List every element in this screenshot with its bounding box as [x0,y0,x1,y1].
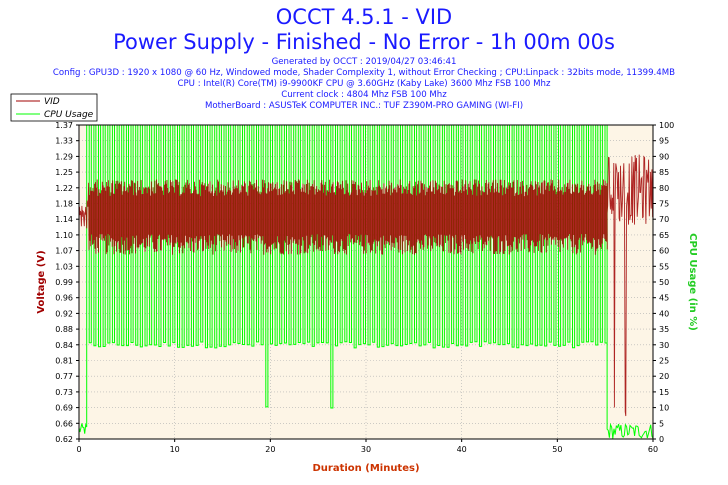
y-tick-label: 0.73 [55,388,73,397]
y-tick-label: 1.29 [55,152,73,161]
y-tick-label: 1.33 [55,137,73,146]
cpu-info: CPU : Intel(R) Core(TM) i9-9900KF CPU @ … [177,79,551,89]
series-vid [78,154,654,417]
y-tick-label: 0.66 [55,419,73,428]
y-tick-label: 0.84 [55,341,73,350]
chart-title: OCCT 4.5.1 - VID [275,5,453,29]
y-tick-label: 1.14 [55,215,73,224]
clock-info: Current clock : 4804 Mhz FSB 100 Mhz [281,90,447,100]
generated-info: Generated by OCCT : 2019/04/27 03:46:41 [271,57,457,67]
y2-tick-label: 50 [659,278,669,287]
y2-tick-label: 20 [659,372,669,381]
y2-tick-label: 15 [659,388,669,397]
y2-tick-label: 70 [659,215,669,224]
y2-tick-label: 65 [659,231,669,240]
y-tick-label: 1.18 [55,200,73,209]
y-tick-label: 0.77 [55,372,73,381]
y2-tick-label: 100 [659,121,674,130]
legend: VID CPU Usage [10,93,98,122]
y2-tick-label: 40 [659,309,669,318]
y-tick-label: 1.22 [55,184,73,193]
x-tick-label: 10 [170,445,180,454]
x-tick-label: 50 [552,445,562,454]
y-axis-right: 0 5 10 15 20 25 30 35 40 45 50 55 60 65 70 75 80 85 90 95 10… [653,121,674,444]
x-tick-label: 30 [361,445,371,454]
y2-axis-label: CPU Usage (in %) [687,233,698,331]
y2-tick-label: 60 [659,247,669,256]
x-tick-label: 20 [265,445,275,454]
y-tick-label: 0.88 [55,325,73,334]
y-tick-label: 0.69 [55,404,73,413]
y-axis-label: Voltage (V) [36,250,47,313]
y-axis-left: 0.62 0.66 0.69 0.73 0.77 0.81 0.84 0.88 0.92 0.96… [55,121,80,444]
x-tick-label: 40 [457,445,467,454]
y-tick-label: 1.10 [55,231,73,240]
legend-label-cpu-usage: CPU Usage [44,110,94,120]
y2-tick-label: 35 [659,325,669,334]
y2-tick-label: 5 [659,419,664,428]
y-tick-label: 1.07 [55,247,73,256]
y-tick-label: 1.03 [55,262,73,271]
legend-box [10,93,98,122]
y2-tick-label: 0 [659,435,664,444]
y-tick-label: 0.92 [55,309,73,318]
x-tick-label: 0 [76,445,81,454]
y2-tick-label: 55 [659,262,669,271]
y2-tick-label: 30 [659,341,669,350]
y-tick-label: 1.37 [55,121,73,130]
y2-tick-label: 75 [659,200,669,209]
y-tick-label: 0.81 [55,357,73,366]
y-tick-label: 0.96 [55,294,73,303]
y-tick-label: 1.25 [55,168,73,177]
y2-tick-label: 80 [659,184,669,193]
y-tick-label: 0.99 [55,278,73,287]
y2-tick-label: 85 [659,168,669,177]
motherboard-info: MotherBoard : ASUSTeK COMPUTER INC.: TUF… [204,101,524,111]
y2-tick-label: 25 [659,357,669,366]
chart-subtitle: Power Supply - Finished - No Error - 1h … [113,30,615,54]
y2-tick-label: 90 [659,152,669,161]
legend-label-vid: VID [44,97,60,107]
y2-tick-label: 45 [659,294,669,303]
y2-tick-label: 10 [659,404,669,413]
config-info: Config : GPU3D : 1920 x 1080 @ 60 Hz, Wi… [52,68,676,78]
x-axis: 0 10 20 30 40 50 60 [76,439,658,454]
x-tick-label: 60 [648,445,658,454]
x-axis-label: Duration (Minutes) [312,463,419,474]
y2-tick-label: 95 [659,137,669,146]
y-tick-label: 0.62 [55,435,73,444]
series-line-vid [78,154,654,417]
